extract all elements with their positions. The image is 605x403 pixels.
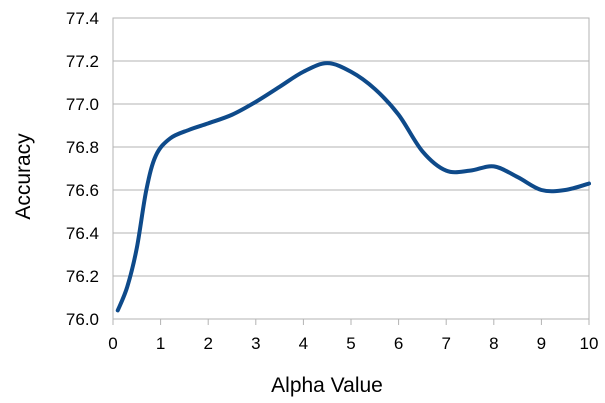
x-tick-label: 6	[394, 334, 403, 353]
plot-frame	[112, 17, 590, 320]
x-tick-label: 2	[203, 334, 212, 353]
y-tick-label: 77.2	[66, 52, 99, 71]
y-tick-label: 76.8	[66, 138, 99, 157]
x-tick-label: 10	[580, 334, 599, 353]
y-tick-label: 76.6	[66, 181, 99, 200]
x-axis-title: Alpha Value	[271, 374, 383, 397]
x-tick-label: 7	[441, 334, 450, 353]
x-tick-label: 9	[537, 334, 546, 353]
x-tick-label: 5	[346, 334, 355, 353]
y-tick-label: 76.2	[66, 267, 99, 286]
x-tick-label: 3	[251, 334, 260, 353]
y-tick-label: 77.4	[66, 9, 99, 28]
y-axis-title: Accuracy	[12, 133, 35, 220]
x-tick-label: 8	[489, 334, 498, 353]
x-tick-label: 0	[108, 334, 117, 353]
x-tick-label: 4	[299, 334, 308, 353]
y-tick-label: 77.0	[66, 95, 99, 114]
y-tick-label: 76.0	[66, 310, 99, 329]
series-line-0	[115, 61, 591, 313]
y-tick-label: 76.4	[66, 224, 99, 243]
x-tick-label: 1	[156, 334, 165, 353]
